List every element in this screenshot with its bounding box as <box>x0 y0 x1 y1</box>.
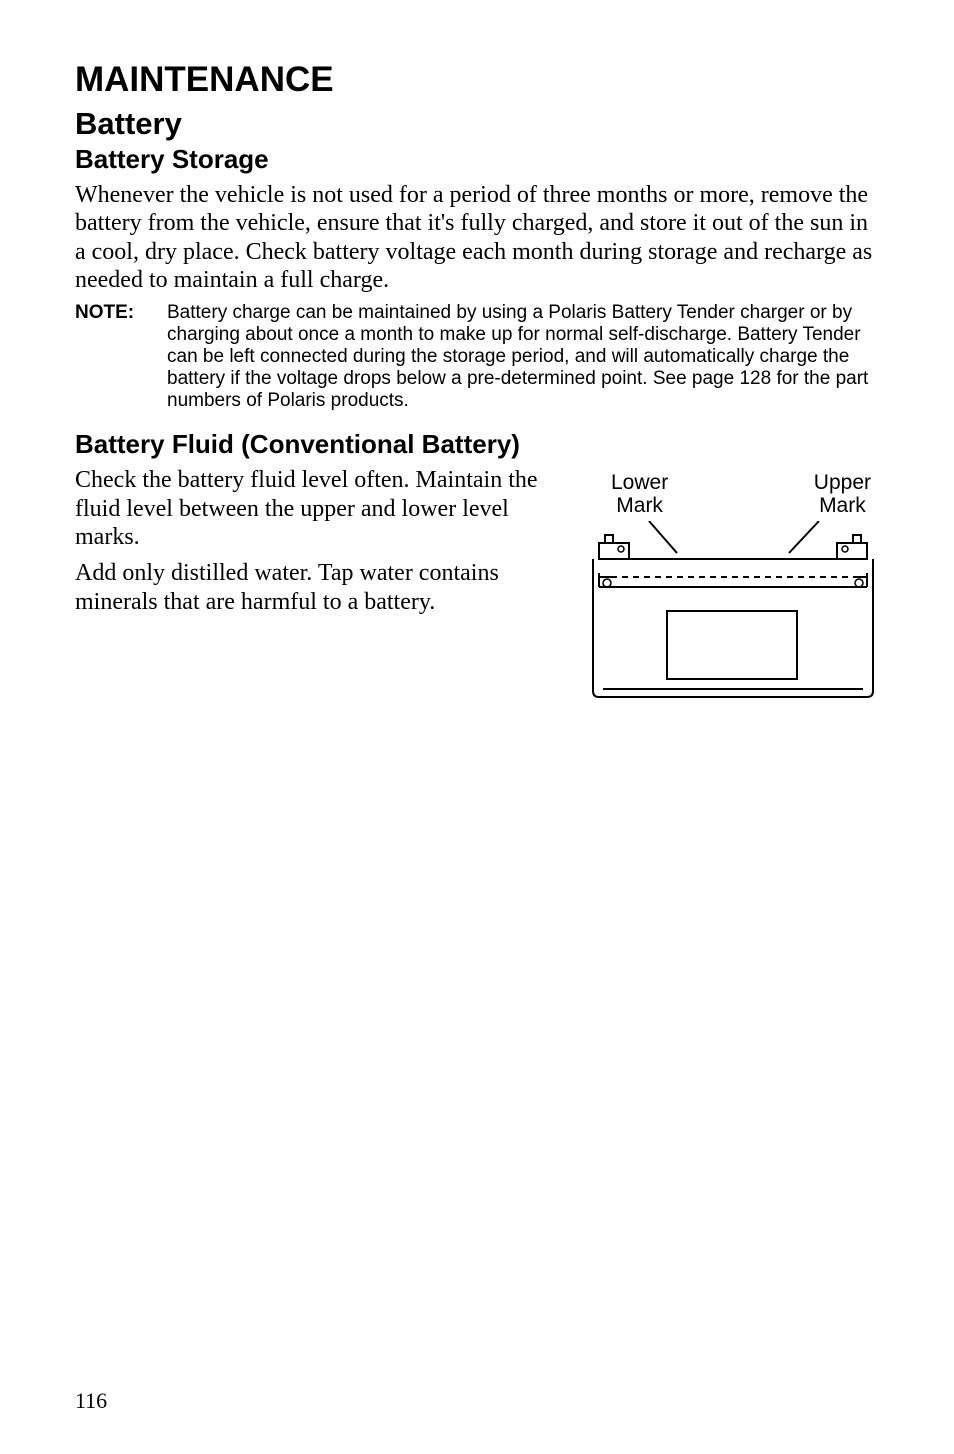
heading-maintenance: MAINTENANCE <box>75 60 879 100</box>
upper-mark-label: Upper Mark <box>814 472 871 516</box>
right-terminal-post <box>853 535 861 543</box>
left-terminal-base <box>599 543 629 559</box>
battery-body-outline <box>593 559 873 697</box>
diagram-labels: Lower Mark Upper Mark <box>589 472 879 516</box>
battery-label-rect <box>667 611 797 679</box>
upper-label-line1: Upper <box>814 471 871 494</box>
heading-battery-fluid: Battery Fluid (Conventional Battery) <box>75 429 879 460</box>
left-terminal-post <box>605 535 613 543</box>
fluid-paragraph-2: Add only distilled water. Tap water cont… <box>75 559 559 616</box>
lower-leader-line <box>649 521 677 553</box>
note-block: NOTE: Battery charge can be maintained b… <box>75 302 879 411</box>
battery-diagram-svg <box>589 521 879 701</box>
level-circle-left <box>603 579 611 587</box>
upper-leader-line <box>789 521 819 553</box>
right-terminal-hole <box>842 546 848 552</box>
lower-mark-label: Lower Mark <box>611 472 668 516</box>
lower-label-line2: Mark <box>616 494 663 517</box>
heading-battery: Battery <box>75 106 879 142</box>
lower-label-line1: Lower <box>611 471 668 494</box>
page-number: 116 <box>75 1388 107 1414</box>
fluid-paragraph-1: Check the battery fluid level often. Mai… <box>75 466 559 551</box>
heading-battery-storage: Battery Storage <box>75 144 879 175</box>
fluid-section: Check the battery fluid level often. Mai… <box>75 466 879 705</box>
battery-diagram-column: Lower Mark Upper Mark <box>589 466 879 705</box>
upper-label-line2: Mark <box>819 494 866 517</box>
fluid-text-column: Check the battery fluid level often. Mai… <box>75 466 559 624</box>
note-label: NOTE: <box>75 302 167 411</box>
left-terminal-hole <box>618 546 624 552</box>
right-terminal-base <box>837 543 867 559</box>
storage-paragraph: Whenever the vehicle is not used for a p… <box>75 181 879 294</box>
note-text: Battery charge can be maintained by usin… <box>167 302 879 411</box>
level-circle-right <box>855 579 863 587</box>
